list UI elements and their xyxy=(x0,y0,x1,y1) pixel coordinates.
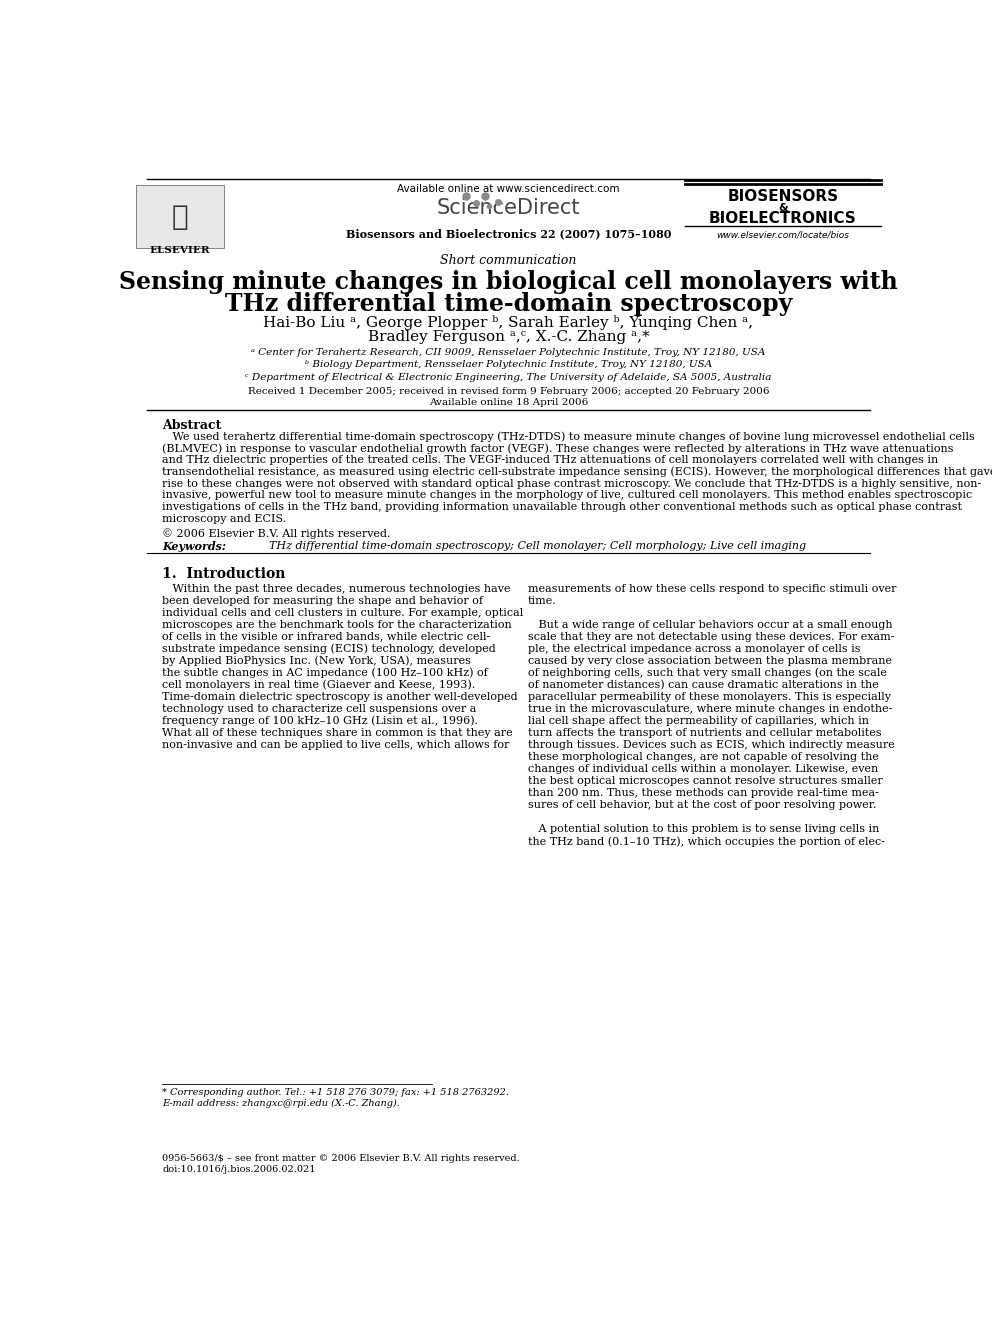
Text: A potential solution to this problem is to sense living cells in: A potential solution to this problem is … xyxy=(528,824,879,833)
Text: Bradley Ferguson ᵃ,ᶜ, X.-C. Zhang ᵃ,*: Bradley Ferguson ᵃ,ᶜ, X.-C. Zhang ᵃ,* xyxy=(368,329,649,344)
Text: individual cells and cell clusters in culture. For example, optical: individual cells and cell clusters in cu… xyxy=(163,607,524,618)
Text: measurements of how these cells respond to specific stimuli over: measurements of how these cells respond … xyxy=(528,583,896,594)
Text: 0956-5663/$ – see front matter © 2006 Elsevier B.V. All rights reserved.: 0956-5663/$ – see front matter © 2006 El… xyxy=(163,1154,520,1163)
Text: cell monolayers in real time (Giaever and Keese, 1993).: cell monolayers in real time (Giaever an… xyxy=(163,680,476,691)
Text: paracellular permeability of these monolayers. This is especially: paracellular permeability of these monol… xyxy=(528,692,891,701)
Text: ᵇ Biology Department, Rensselaer Polytechnic Institute, Troy, NY 12180, USA: ᵇ Biology Department, Rensselaer Polytec… xyxy=(305,360,712,369)
Text: We used terahertz differential time-domain spectroscopy (THz-DTDS) to measure mi: We used terahertz differential time-doma… xyxy=(163,431,975,442)
Text: © 2006 Elsevier B.V. All rights reserved.: © 2006 Elsevier B.V. All rights reserved… xyxy=(163,529,391,540)
Text: true in the microvasculature, where minute changes in endothe-: true in the microvasculature, where minu… xyxy=(528,704,892,714)
Text: ᵃ Center for Terahertz Research, CII 9009, Rensselaer Polytechnic Institute, Tro: ᵃ Center for Terahertz Research, CII 900… xyxy=(251,348,766,357)
Text: lial cell shape affect the permeability of capillaries, which in: lial cell shape affect the permeability … xyxy=(528,716,869,726)
Text: invasive, powerful new tool to measure minute changes in the morphology of live,: invasive, powerful new tool to measure m… xyxy=(163,491,973,500)
Bar xyxy=(136,185,224,249)
Text: the subtle changes in AC impedance (100 Hz–100 kHz) of: the subtle changes in AC impedance (100 … xyxy=(163,668,488,679)
Text: Short communication: Short communication xyxy=(440,254,576,266)
Text: caused by very close association between the plasma membrane: caused by very close association between… xyxy=(528,656,892,665)
Text: substrate impedance sensing (ECIS) technology, developed: substrate impedance sensing (ECIS) techn… xyxy=(163,644,496,655)
Text: ELSEVIER: ELSEVIER xyxy=(150,246,210,255)
Text: time.: time. xyxy=(528,595,557,606)
Text: sures of cell behavior, but at the cost of poor resolving power.: sures of cell behavior, but at the cost … xyxy=(528,800,876,810)
Text: Keywords:: Keywords: xyxy=(163,541,226,552)
Text: transendothelial resistance, as measured using electric cell-substrate impedance: transendothelial resistance, as measured… xyxy=(163,467,992,478)
Text: THz differential time-domain spectroscopy; Cell monolayer; Cell morphology; Live: THz differential time-domain spectroscop… xyxy=(262,541,806,550)
Text: these morphological changes, are not capable of resolving the: these morphological changes, are not cap… xyxy=(528,751,879,762)
Text: Time-domain dielectric spectroscopy is another well-developed: Time-domain dielectric spectroscopy is a… xyxy=(163,692,518,701)
Text: the THz band (0.1–10 THz), which occupies the portion of elec-: the THz band (0.1–10 THz), which occupie… xyxy=(528,836,885,847)
Text: Hai-Bo Liu ᵃ, George Plopper ᵇ, Sarah Earley ᵇ, Yunqing Chen ᵃ,: Hai-Bo Liu ᵃ, George Plopper ᵇ, Sarah Ea… xyxy=(264,315,753,329)
Text: scale that they are not detectable using these devices. For exam-: scale that they are not detectable using… xyxy=(528,631,894,642)
Text: Abstract: Abstract xyxy=(163,418,222,431)
Text: of nanometer distances) can cause dramatic alterations in the: of nanometer distances) can cause dramat… xyxy=(528,680,878,691)
Text: BIOELECTRONICS: BIOELECTRONICS xyxy=(709,210,857,226)
Text: &: & xyxy=(778,202,788,213)
Text: What all of these techniques share in common is that they are: What all of these techniques share in co… xyxy=(163,728,513,738)
Text: than 200 nm. Thus, these methods can provide real-time mea-: than 200 nm. Thus, these methods can pro… xyxy=(528,789,879,798)
Text: and THz dielectric properties of the treated cells. The VEGF-induced THz attenua: and THz dielectric properties of the tre… xyxy=(163,455,938,466)
Text: Within the past three decades, numerous technologies have: Within the past three decades, numerous … xyxy=(163,583,511,594)
Text: microscopes are the benchmark tools for the characterization: microscopes are the benchmark tools for … xyxy=(163,619,512,630)
Text: E-mail address: zhangxc@rpi.edu (X.-C. Zhang).: E-mail address: zhangxc@rpi.edu (X.-C. Z… xyxy=(163,1099,401,1109)
Text: the best optical microscopes cannot resolve structures smaller: the best optical microscopes cannot reso… xyxy=(528,775,882,786)
Text: of neighboring cells, such that very small changes (on the scale: of neighboring cells, such that very sma… xyxy=(528,668,887,679)
Text: Available online at www.sciencedirect.com: Available online at www.sciencedirect.co… xyxy=(397,184,620,194)
Text: changes of individual cells within a monolayer. Likewise, even: changes of individual cells within a mon… xyxy=(528,763,878,774)
Text: 🌿: 🌿 xyxy=(172,202,188,230)
Text: technology used to characterize cell suspensions over a: technology used to characterize cell sus… xyxy=(163,704,477,714)
Text: (BLMVEC) in response to vascular endothelial growth factor (VEGF). These changes: (BLMVEC) in response to vascular endothe… xyxy=(163,443,954,454)
Text: turn affects the transport of nutrients and cellular metabolites: turn affects the transport of nutrients … xyxy=(528,728,881,738)
Text: through tissues. Devices such as ECIS, which indirectly measure: through tissues. Devices such as ECIS, w… xyxy=(528,740,895,750)
Text: investigations of cells in the THz band, providing information unavailable throu: investigations of cells in the THz band,… xyxy=(163,501,962,512)
Text: microscopy and ECIS.: microscopy and ECIS. xyxy=(163,513,287,524)
Text: But a wide range of cellular behaviors occur at a small enough: But a wide range of cellular behaviors o… xyxy=(528,619,892,630)
Text: Biosensors and Bioelectronics 22 (2007) 1075–1080: Biosensors and Bioelectronics 22 (2007) … xyxy=(346,228,671,239)
Text: ScienceDirect: ScienceDirect xyxy=(436,198,580,218)
Text: non-invasive and can be applied to live cells, which allows for: non-invasive and can be applied to live … xyxy=(163,740,510,750)
Text: rise to these changes were not observed with standard optical phase contrast mic: rise to these changes were not observed … xyxy=(163,479,982,488)
Text: BIOSENSORS: BIOSENSORS xyxy=(727,189,838,204)
Text: 1.  Introduction: 1. Introduction xyxy=(163,568,286,581)
Text: Received 1 December 2005; received in revised form 9 February 2006; accepted 20 : Received 1 December 2005; received in re… xyxy=(248,386,769,396)
Text: THz differential time-domain spectroscopy: THz differential time-domain spectroscop… xyxy=(225,292,792,316)
Text: doi:10.1016/j.bios.2006.02.021: doi:10.1016/j.bios.2006.02.021 xyxy=(163,1166,315,1175)
Text: of cells in the visible or infrared bands, while electric cell-: of cells in the visible or infrared band… xyxy=(163,631,491,642)
Text: Available online 18 April 2006: Available online 18 April 2006 xyxy=(429,398,588,407)
Text: Sensing minute changes in biological cell monolayers with: Sensing minute changes in biological cel… xyxy=(119,270,898,294)
Text: ple, the electrical impedance across a monolayer of cells is: ple, the electrical impedance across a m… xyxy=(528,644,860,654)
Text: frequency range of 100 kHz–10 GHz (Lisin et al., 1996).: frequency range of 100 kHz–10 GHz (Lisin… xyxy=(163,716,478,726)
Text: ᶜ Department of Electrical & Electronic Engineering, The University of Adelaide,: ᶜ Department of Electrical & Electronic … xyxy=(245,373,772,382)
Text: * Corresponding author. Tel.: +1 518 276 3079; fax: +1 518 2763292.: * Corresponding author. Tel.: +1 518 276… xyxy=(163,1088,510,1097)
Text: been developed for measuring the shape and behavior of: been developed for measuring the shape a… xyxy=(163,595,483,606)
Text: www.elsevier.com/locate/bios: www.elsevier.com/locate/bios xyxy=(716,230,849,239)
Text: by Applied BioPhysics Inc. (New York, USA), measures: by Applied BioPhysics Inc. (New York, US… xyxy=(163,656,471,667)
